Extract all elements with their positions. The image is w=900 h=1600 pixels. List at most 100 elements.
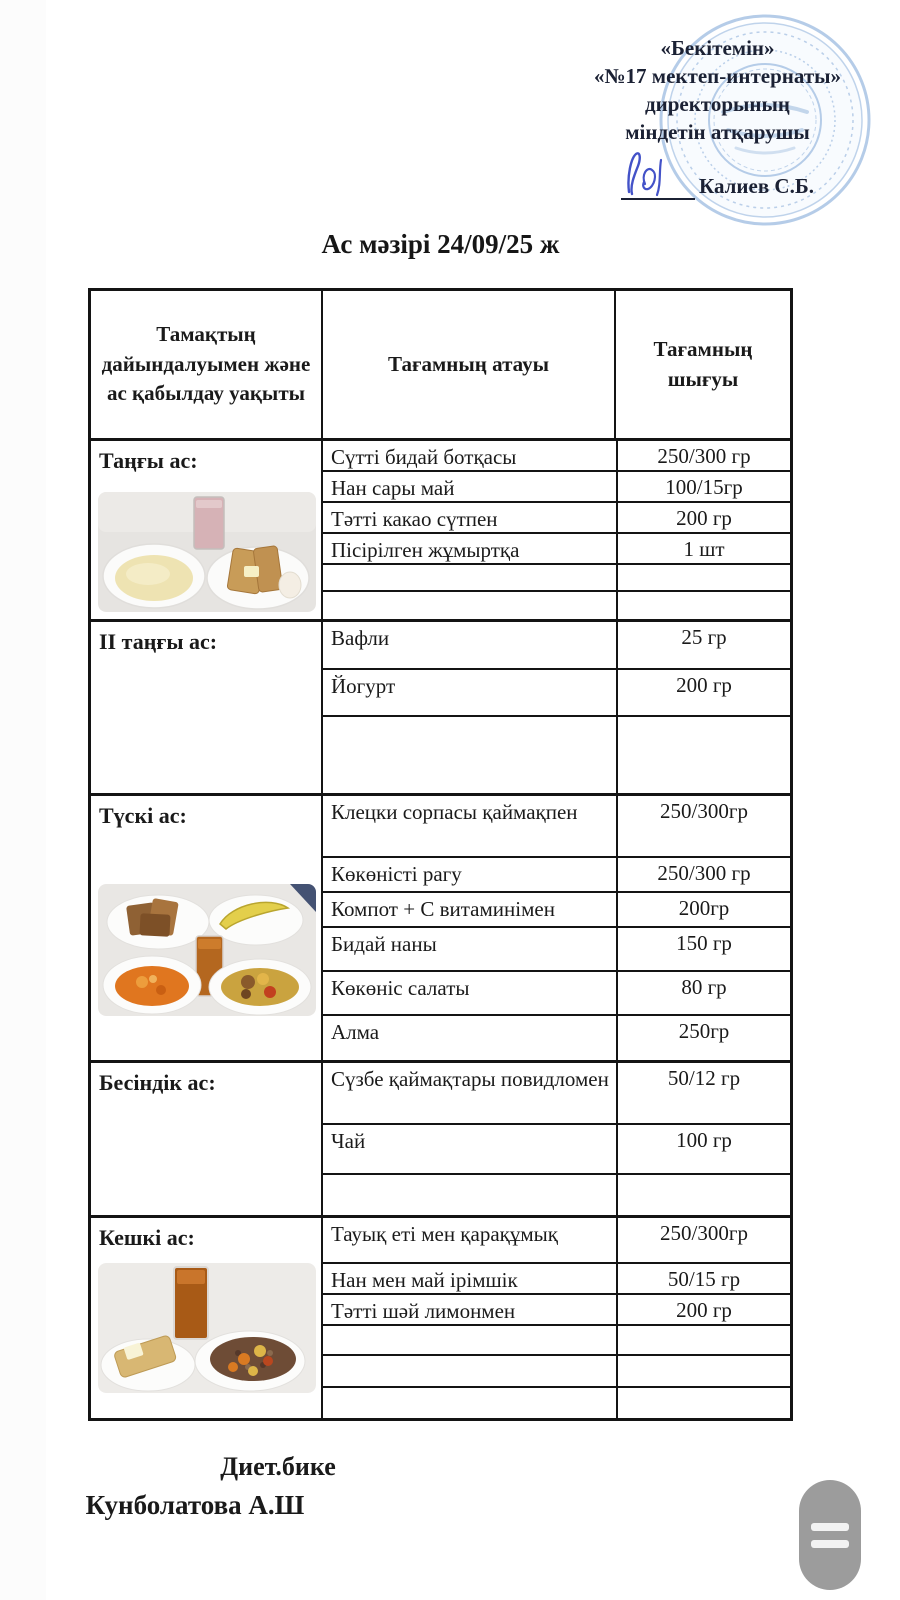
signature [621, 148, 695, 200]
table-row: Бидай наны 150 гр [323, 928, 790, 972]
table-row: Вафли 25 гр [323, 622, 790, 670]
table-row: Нан сары май 100/15гр [323, 472, 790, 503]
dish-name-cell: Вафли [331, 626, 390, 650]
table-row: Сүзбе қаймақтары повидломен 50/12 гр [323, 1063, 790, 1125]
handwritten-signature-icon [627, 152, 663, 197]
portion-cell: 100 гр [616, 1125, 790, 1173]
table-header-row: Тамақтың дайындалуымен және ас қабылдау … [91, 291, 790, 438]
approval-line: «№17 мектеп-интернаты» [593, 64, 842, 88]
table-row [323, 1356, 790, 1388]
page-edge-shade [0, 0, 46, 1600]
table-row: Сүтті бидай ботқасы 250/300 гр [323, 441, 790, 472]
dish-name-cell: Тәтті какао сүтпен [331, 507, 498, 531]
dish-name-cell: Бидай наны [331, 932, 437, 956]
portion-cell: 200гр [616, 893, 790, 926]
portion-cell [616, 717, 790, 793]
table-row: Көкөніс салаты 80 гр [323, 972, 790, 1016]
dish-name-cell: Тауық еті мен қарақұмық [331, 1222, 558, 1246]
meal-label: Түскі ас: [99, 803, 187, 828]
dish-name-cell [323, 717, 616, 793]
portion-cell: 50/15 гр [616, 1264, 790, 1293]
dish-name-cell: Көкөніс салаты [331, 976, 470, 1000]
table-row [323, 592, 790, 619]
portion-cell: 80 гр [616, 972, 790, 1014]
meal-section-second-breakfast: II таңғы ас: Вафли 25 гр Йогурт 200 гр [91, 619, 790, 793]
portion-cell: 250/300гр [616, 1218, 790, 1262]
table-row: Компот + С витаминімен 200гр [323, 893, 790, 928]
breakfast-photo-image [98, 492, 316, 612]
dish-name-cell: Чай [331, 1129, 366, 1153]
dish-name-cell: Пісірілген жұмыртқа [331, 538, 520, 562]
table-row [323, 1326, 790, 1356]
table-row: Көкөністі рагу 250/300 гр [323, 858, 790, 893]
portion-cell: 250гр [616, 1016, 790, 1060]
approval-block: «Бекітемін» «№17 мектеп-интернаты» дирек… [545, 34, 890, 200]
lunch-meal-photo [98, 884, 316, 1016]
menu-table: Тамақтың дайындалуымен және ас қабылдау … [88, 288, 793, 1421]
dinner-photo-image [98, 1263, 316, 1393]
portion-cell: 200 гр [616, 670, 790, 715]
dish-name-cell [323, 592, 616, 619]
meal-label: Бесіндік ас: [99, 1070, 216, 1095]
portion-cell: 1 шт [616, 534, 790, 563]
table-row [323, 717, 790, 793]
portion-cell: 250/300 гр [616, 441, 790, 470]
portion-cell [616, 565, 790, 590]
portion-cell [616, 1356, 790, 1386]
dish-name-cell [323, 1356, 616, 1386]
column-header-time: Тамақтың дайындалуымен және ас қабылдау … [91, 291, 323, 438]
portion-cell [616, 1326, 790, 1354]
table-row: Алма 250гр [323, 1016, 790, 1060]
meal-info-cell: Бесіндік ас: [91, 1063, 323, 1215]
approval-line: «Бекітемін» [660, 36, 775, 60]
dish-name-cell [323, 565, 616, 590]
dietitian-role-label: Диет.бике [220, 1452, 336, 1481]
signer-name: Калиев С.Б. [699, 174, 814, 198]
portion-cell: 50/12 гр [616, 1063, 790, 1123]
dish-name-cell: Сүтті бидай ботқасы [331, 445, 517, 469]
table-row: Тәтті шәй лимонмен 200 гр [323, 1295, 790, 1326]
breakfast-meal-photo [98, 492, 316, 612]
dish-name-cell [323, 1175, 616, 1215]
dish-name-cell: Көкөністі рагу [331, 862, 462, 886]
portion-cell: 250/300гр [616, 796, 790, 856]
table-row: Нан мен май ірімшік 50/15 гр [323, 1264, 790, 1295]
meal-info-cell: Таңғы ас: [91, 441, 323, 619]
approval-line: директорының [644, 92, 791, 116]
dish-name-cell: Сүзбе қаймақтары повидломен [331, 1067, 609, 1091]
table-row: Тауық еті мен қарақұмық 250/300гр [323, 1218, 790, 1264]
dish-name-cell: Нан мен май ірімшік [331, 1268, 518, 1292]
meal-label: Таңғы ас: [99, 448, 198, 473]
portion-cell: 200 гр [616, 1295, 790, 1324]
meal-section-lunch: Түскі ас: [91, 793, 790, 1060]
portion-cell [616, 1175, 790, 1215]
column-header-dish: Тағамның атауы [323, 291, 616, 438]
round-stamp [659, 14, 871, 226]
portion-cell: 200 гр [616, 503, 790, 532]
dish-name-cell [323, 1388, 616, 1418]
dish-name-cell: Алма [331, 1020, 380, 1044]
table-row: Йогурт 200 гр [323, 670, 790, 717]
menu-button[interactable] [799, 1480, 861, 1590]
table-row: Пісірілген жұмыртқа 1 шт [323, 534, 790, 565]
dish-name-cell: Йогурт [331, 674, 396, 698]
portion-cell: 150 гр [616, 928, 790, 970]
portion-cell [616, 592, 790, 619]
lunch-photo-image [98, 884, 316, 1016]
dinner-meal-photo [98, 1263, 316, 1393]
meal-label: II таңғы ас: [99, 629, 218, 654]
dish-name-cell: Компот + С витаминімен [331, 897, 555, 921]
table-row [323, 1175, 790, 1215]
meal-info-cell: Түскі ас: [91, 796, 323, 1060]
meal-info-cell: II таңғы ас: [91, 622, 323, 793]
signature-line: Калиев С.Б. [545, 148, 890, 200]
approval-line: міндетін атқарушы [625, 120, 810, 144]
dish-name-cell: Клецки сорпасы қаймақпен [331, 800, 578, 824]
portion-cell [616, 1388, 790, 1418]
meal-label: Кешкі ас: [99, 1225, 195, 1250]
dish-name-cell [323, 1326, 616, 1354]
column-header-portion: Тағамның шығуы [653, 337, 753, 391]
portion-cell: 100/15гр [616, 472, 790, 501]
dietitian-name: Кунболатова А.Ш [85, 1490, 305, 1520]
menu-icon [811, 1522, 849, 1531]
